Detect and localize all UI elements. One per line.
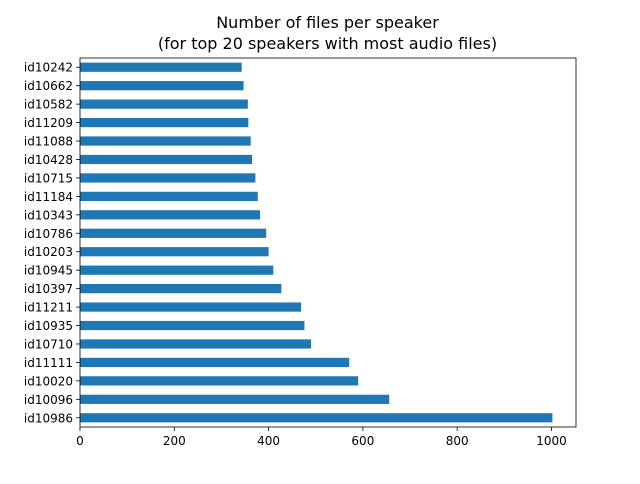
bar-id10428 xyxy=(80,154,253,165)
y-tick-label: id10096 xyxy=(24,393,73,407)
plot-area-frame xyxy=(79,57,577,428)
chart-title-line-2: (for top 20 speakers with most audio fil… xyxy=(158,34,497,53)
x-tick-label: 200 xyxy=(163,434,186,448)
bar-id10203 xyxy=(80,247,269,257)
chart-title-line-1: Number of files per speaker xyxy=(216,13,439,32)
x-axis-ticks: 0 200 400 600 800 1000 xyxy=(76,427,567,448)
y-tick-label: id10582 xyxy=(24,98,73,112)
y-tick-label: id10203 xyxy=(24,245,73,259)
y-tick-label: id11209 xyxy=(24,116,73,130)
bar-id10582 xyxy=(80,99,248,109)
x-tick-label: 800 xyxy=(446,434,469,448)
bar-id10096 xyxy=(80,394,390,404)
bar-id10935 xyxy=(80,320,305,331)
x-tick-label: 1000 xyxy=(536,434,567,448)
y-tick-label: id11211 xyxy=(24,301,73,315)
y-tick-label: id10935 xyxy=(24,319,73,333)
bar-id11088 xyxy=(80,136,251,146)
bar-id11184 xyxy=(80,191,258,201)
x-tick-label: 400 xyxy=(257,434,280,448)
bar-id11209 xyxy=(80,117,249,128)
y-tick-label: id10986 xyxy=(24,411,73,425)
x-tick-label: 600 xyxy=(351,434,374,448)
bar-id10986 xyxy=(80,413,553,423)
y-tick-label: id10343 xyxy=(24,208,73,222)
y-tick-label: id10786 xyxy=(24,227,73,241)
bar-id10397 xyxy=(80,284,282,294)
y-axis-ticks: id10242 id10662 id10582 id11209 id11088 id104… xyxy=(24,61,80,425)
bar-id10786 xyxy=(80,228,267,238)
y-tick-label: id10020 xyxy=(24,374,73,388)
y-tick-label: id10715 xyxy=(24,171,73,185)
bar-id10662 xyxy=(80,81,244,91)
y-tick-label: id11111 xyxy=(24,356,73,370)
bar-id10710 xyxy=(80,339,312,349)
bar-id11211 xyxy=(80,302,302,312)
bar-id10242 xyxy=(80,62,242,72)
y-tick-label: id10397 xyxy=(24,282,73,296)
y-tick-label: id11184 xyxy=(24,190,73,204)
y-tick-label: id11088 xyxy=(24,135,73,149)
bar-id10945 xyxy=(80,265,274,275)
y-tick-label: id10428 xyxy=(24,153,73,167)
bars-layer xyxy=(80,62,553,423)
y-tick-label: id10662 xyxy=(24,79,73,93)
bar-id10020 xyxy=(80,376,359,386)
y-tick-label: id10710 xyxy=(24,337,73,351)
y-tick-label: id10242 xyxy=(24,61,73,75)
x-tick-label: 0 xyxy=(76,434,84,448)
y-tick-label: id10945 xyxy=(24,264,73,278)
bar-id10715 xyxy=(80,173,256,183)
bar-id11111 xyxy=(80,357,350,368)
bar-id10343 xyxy=(80,210,261,220)
